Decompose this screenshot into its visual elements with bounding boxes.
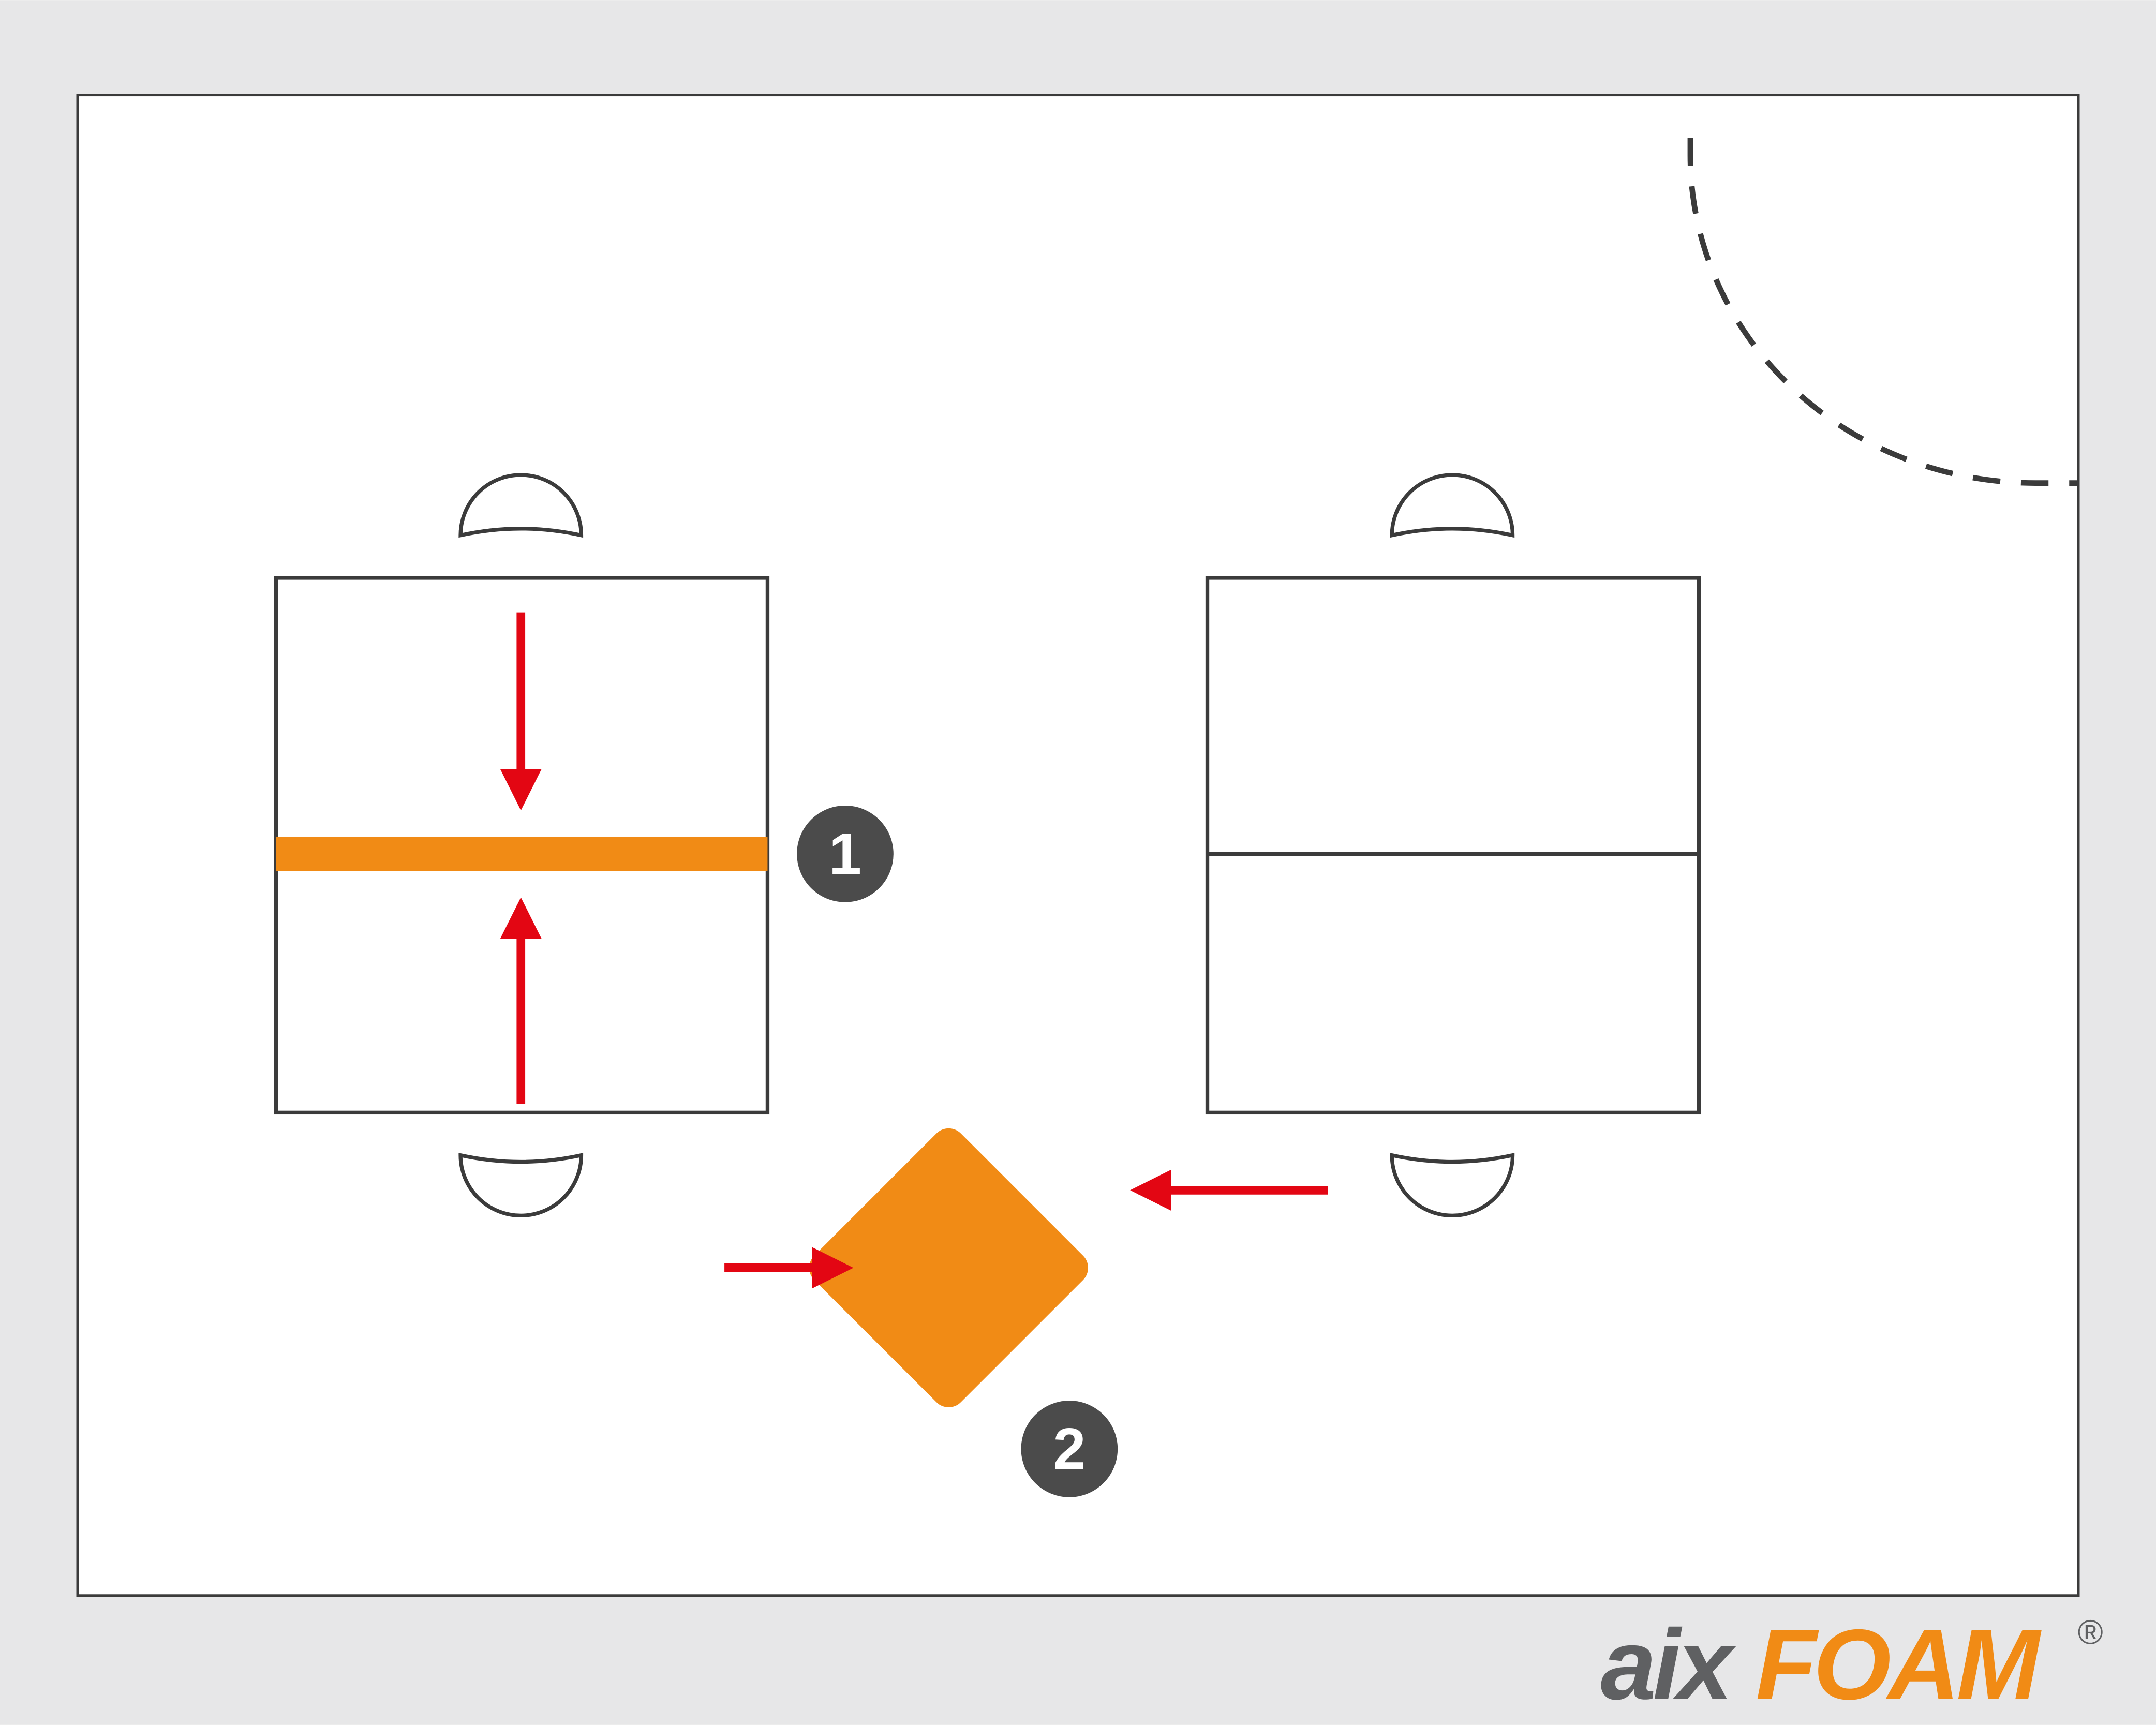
logo-foam: FOAM	[1756, 1609, 2042, 1720]
acoustic-panel-bar	[276, 837, 767, 871]
diagram-root: 1 2 aixFOAM ®	[0, 0, 2156, 1725]
logo-registered: ®	[2078, 1613, 2103, 1652]
logo-aix: aix	[1601, 1609, 1737, 1720]
brand-logo: aixFOAM ®	[1601, 1609, 2103, 1720]
diagram-svg: 1 2 aixFOAM ®	[0, 0, 2156, 1725]
badge-2-label: 2	[1053, 1416, 1086, 1482]
badge-1-label: 1	[829, 821, 861, 887]
